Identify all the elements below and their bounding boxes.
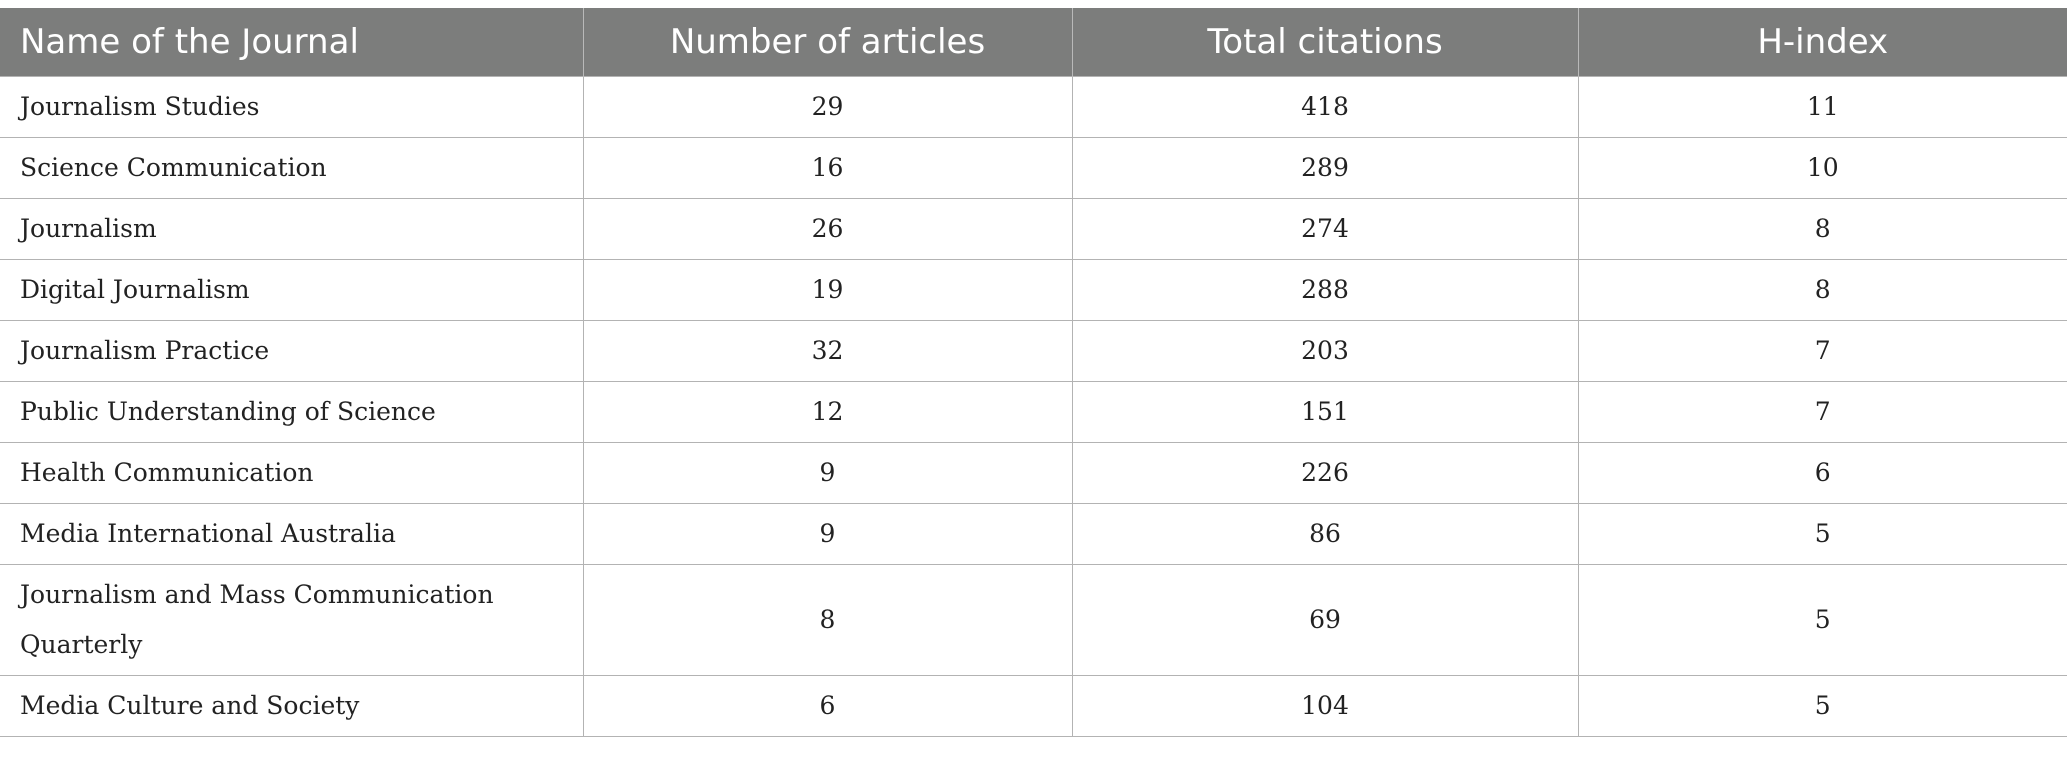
header-row: Name of the Journal Number of articles T… bbox=[0, 8, 2067, 76]
journal-name-cell: Digital Journalism bbox=[0, 258, 584, 321]
citations-cell: 288 bbox=[1071, 258, 1579, 321]
articles-cell: 9 bbox=[582, 502, 1073, 565]
h-index-cell: 11 bbox=[1577, 75, 2067, 138]
table-row: Journalism Practice 32 203 7 bbox=[0, 319, 2067, 382]
h-index-cell: 8 bbox=[1577, 258, 2067, 321]
h-index-cell: 7 bbox=[1577, 319, 2067, 382]
table-header: Name of the Journal Number of articles T… bbox=[0, 8, 2067, 76]
header-h-index: H-index bbox=[1577, 8, 2067, 76]
header-journal-name: Name of the Journal bbox=[20, 21, 359, 62]
articles-cell: 19 bbox=[582, 258, 1073, 321]
table-row: Public Understanding of Science 12 151 7 bbox=[0, 380, 2067, 443]
header-number-of-articles: Number of articles bbox=[582, 8, 1072, 76]
h-index-cell: 10 bbox=[1577, 136, 2067, 199]
h-index-cell: 5 bbox=[1577, 502, 2067, 565]
journal-name-cell: Media International Australia bbox=[0, 502, 584, 565]
citations-cell: 86 bbox=[1071, 502, 1579, 565]
h-index-cell: 5 bbox=[1577, 563, 2067, 676]
h-index-cell: 5 bbox=[1577, 674, 2067, 737]
journal-name-cell: Journalism Practice bbox=[0, 319, 584, 382]
articles-cell: 9 bbox=[582, 441, 1073, 504]
articles-cell: 8 bbox=[582, 563, 1073, 676]
journal-name-cell: Journalism and Mass Communication Quarte… bbox=[0, 563, 584, 676]
articles-cell: 32 bbox=[582, 319, 1073, 382]
journal-table: Name of the Journal Number of articles T… bbox=[0, 8, 2067, 737]
table-row: Health Communication 9 226 6 bbox=[0, 441, 2067, 504]
citations-cell: 274 bbox=[1071, 197, 1579, 260]
table-row: Science Communication 16 289 10 bbox=[0, 136, 2067, 199]
table-row: Digital Journalism 19 288 8 bbox=[0, 258, 2067, 321]
table-row: Journalism 26 274 8 bbox=[0, 197, 2067, 260]
citations-cell: 203 bbox=[1071, 319, 1579, 382]
table-body: Journalism Studies 29 418 11 Science Com… bbox=[0, 75, 2067, 737]
citations-cell: 226 bbox=[1071, 441, 1579, 504]
table-row: Media Culture and Society 6 104 5 bbox=[0, 674, 2067, 737]
journal-name-cell: Public Understanding of Science bbox=[0, 380, 584, 443]
citations-cell: 418 bbox=[1071, 75, 1579, 138]
table-row: Media International Australia 9 86 5 bbox=[0, 502, 2067, 565]
h-index-cell: 7 bbox=[1577, 380, 2067, 443]
articles-cell: 26 bbox=[582, 197, 1073, 260]
journal-table-container: Name of the Journal Number of articles T… bbox=[0, 8, 2067, 737]
citations-cell: 289 bbox=[1071, 136, 1579, 199]
table-row: Journalism Studies 29 418 11 bbox=[0, 75, 2067, 138]
header-total-citations: Total citations bbox=[1071, 8, 1578, 76]
journal-name-cell: Media Culture and Society bbox=[0, 674, 584, 737]
journal-name-cell: Science Communication bbox=[0, 136, 584, 199]
citations-cell: 69 bbox=[1071, 563, 1579, 676]
h-index-cell: 8 bbox=[1577, 197, 2067, 260]
articles-cell: 6 bbox=[582, 674, 1073, 737]
h-index-cell: 6 bbox=[1577, 441, 2067, 504]
articles-cell: 16 bbox=[582, 136, 1073, 199]
articles-cell: 12 bbox=[582, 380, 1073, 443]
journal-name-cell: Journalism Studies bbox=[0, 75, 584, 138]
citations-cell: 104 bbox=[1071, 674, 1579, 737]
citations-cell: 151 bbox=[1071, 380, 1579, 443]
journal-name-cell: Journalism bbox=[0, 197, 584, 260]
table-row: Journalism and Mass Communication Quarte… bbox=[0, 563, 2067, 676]
articles-cell: 29 bbox=[582, 75, 1073, 138]
journal-name-cell: Health Communication bbox=[0, 441, 584, 504]
